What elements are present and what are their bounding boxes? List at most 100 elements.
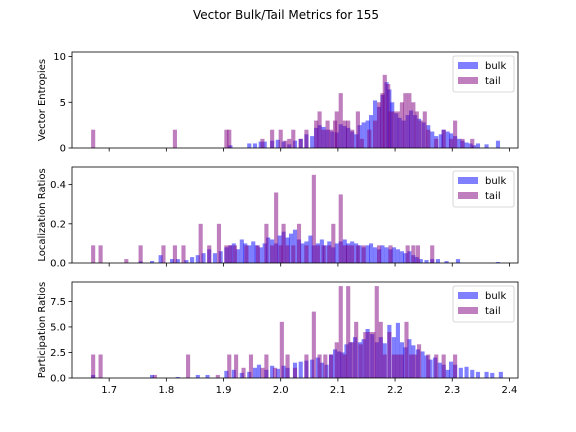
tail-bar	[470, 138, 475, 148]
bulk-bar	[170, 259, 175, 263]
tail-bar	[328, 354, 334, 378]
tail-bar	[198, 223, 203, 263]
bulk-bar	[372, 247, 378, 263]
bulk-bar	[420, 351, 425, 378]
tail-bar	[296, 223, 302, 263]
tail-bar	[304, 245, 309, 263]
panels: 0 5 10 Vector Entropies bulk tail 0.0 0.2 0.4Loc…	[37, 51, 519, 396]
tail-bar	[98, 245, 103, 263]
tail-bar	[382, 74, 387, 148]
tail-bar	[216, 223, 222, 263]
bulk-bar	[490, 372, 495, 378]
tail-bar	[278, 245, 283, 263]
tail-bar	[323, 354, 328, 378]
tail-bar	[317, 354, 322, 378]
tail-bar	[411, 245, 416, 263]
tail-bar	[405, 245, 410, 263]
tail-bar	[391, 111, 396, 148]
tail-bar	[327, 245, 332, 263]
tail-bar	[138, 245, 143, 263]
x-tick-label: 2.3	[444, 385, 460, 396]
bulk-bar	[288, 233, 294, 263]
tail-bar	[417, 344, 422, 378]
tail-bar	[374, 286, 379, 378]
y-tick-label: 10	[53, 52, 66, 63]
tail-bar	[441, 129, 446, 148]
bulk-bar	[275, 368, 280, 378]
bulk-bar	[258, 247, 263, 263]
tail-bar	[371, 332, 376, 378]
tail-bar	[361, 245, 366, 263]
bulk-bar	[175, 376, 180, 378]
y-tick-label: 0.0	[50, 374, 66, 385]
bulk-bar	[458, 367, 463, 378]
legend-swatch-tail	[458, 192, 478, 199]
legend-swatch-bulk	[458, 292, 478, 299]
bulk-bar	[247, 143, 252, 148]
y-tick-label: 0.2	[50, 219, 66, 230]
tail-bar	[172, 245, 177, 263]
bulk-bar	[212, 253, 218, 263]
tail-bar	[350, 245, 355, 263]
tail-bar	[207, 245, 212, 263]
plot-frame	[71, 51, 519, 149]
y-axis-label: Localization Ratios	[37, 168, 48, 261]
bulk-bar	[252, 143, 258, 148]
tail-bar	[413, 354, 418, 378]
y-axis-label: Participation Ratios	[37, 282, 48, 379]
bulk-bar	[457, 138, 462, 148]
bulk-bar	[430, 131, 435, 148]
tail-bar	[181, 245, 186, 263]
bulk-bar	[190, 257, 195, 263]
bulk-bar	[224, 370, 229, 378]
x-tick-label: 1.7	[101, 385, 117, 396]
bulk-bar	[175, 259, 180, 263]
tail-bar	[325, 120, 330, 148]
bulk-bar	[239, 239, 244, 263]
panel-3: 0.0 2.5 5.0 7.5 1.7 1.8 1.9 2.0 2.1 2.2 2.3 2.4 Part…	[37, 281, 519, 396]
tail-bar	[358, 344, 363, 378]
tail-bar	[292, 367, 298, 378]
tail-bar	[287, 138, 292, 148]
bulk-bar	[449, 361, 454, 378]
panel-1: 0 5 10 Vector Entropies bulk tail	[37, 51, 519, 155]
tail-bar	[338, 93, 343, 148]
x-tick-label: 1.8	[158, 385, 174, 396]
bulk-bar	[300, 243, 305, 263]
tail-bar	[350, 342, 355, 378]
legend-label-tail: tail	[485, 306, 501, 317]
tail-bar	[279, 321, 284, 378]
bulk-bar	[231, 369, 236, 378]
x-tick-label: 2.4	[501, 385, 517, 396]
bulk-bar	[195, 255, 200, 263]
bulk-bar	[256, 364, 262, 378]
tail-bar	[334, 111, 339, 148]
legend-label-bulk: bulk	[485, 176, 506, 187]
bulk-bar	[308, 235, 313, 263]
tail-bar	[415, 245, 420, 263]
tail-bar	[422, 111, 427, 148]
tail-bar	[298, 138, 303, 148]
bulk-bar	[298, 361, 303, 378]
bulk-bar	[395, 249, 400, 263]
tail-bar	[224, 129, 229, 148]
bulk-bar	[275, 139, 280, 148]
y-tick-label: 0	[60, 144, 66, 155]
y-tick-label: 7.5	[50, 297, 66, 308]
bulk-bar	[399, 251, 404, 263]
y-tick-label: 5.0	[50, 322, 66, 333]
tail-bar	[386, 84, 391, 148]
bulk-bar	[438, 134, 443, 148]
tail-bar	[311, 311, 316, 378]
legend-label-tail: tail	[485, 76, 501, 87]
tail-bar	[260, 138, 265, 148]
bulk-bar	[270, 365, 275, 378]
tail-bar	[342, 120, 347, 148]
bulk-bar	[149, 261, 155, 263]
tail-bar	[430, 245, 435, 263]
tail-bar	[232, 245, 238, 263]
bulk-bar	[455, 259, 461, 263]
bulk-bar	[365, 245, 370, 263]
bulk-bar	[464, 366, 469, 378]
